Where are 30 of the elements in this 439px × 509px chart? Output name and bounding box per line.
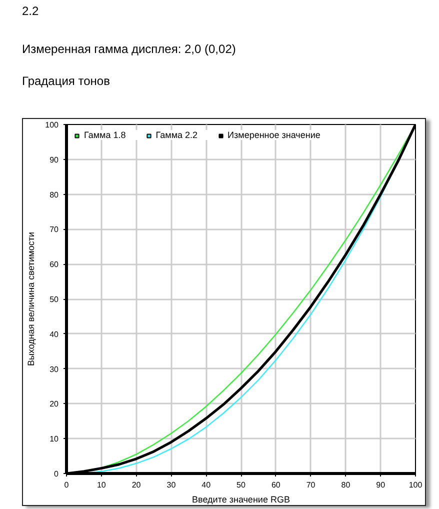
y-tick-label: 20 <box>50 400 60 409</box>
x-tick-label: 0 <box>64 480 70 490</box>
x-tick-label: 100 <box>408 480 423 490</box>
y-tick-label: 0 <box>54 470 60 478</box>
x-tick-label: 60 <box>271 480 281 490</box>
x-tick-label: 50 <box>236 480 246 490</box>
legend-label: Измеренное значение <box>228 130 320 140</box>
chart-title: Градация тонов <box>22 73 110 89</box>
x-tick-label: 10 <box>96 480 106 490</box>
legend-label: Гамма 1.8 <box>84 130 126 140</box>
y-tick-label: 80 <box>50 190 60 200</box>
y-tick-label: 50 <box>50 295 60 304</box>
x-tick-label: 20 <box>132 480 142 490</box>
y-tick-label: 10 <box>50 434 60 444</box>
text: Измеренная гамма дисплея: 2,0 (0,02) <box>22 41 236 57</box>
legend-label: Гамма 2.2 <box>156 130 198 140</box>
x-tick-label: 30 <box>166 480 176 490</box>
x-tick-label: 70 <box>306 480 316 490</box>
x-tick-label: 40 <box>202 480 212 490</box>
x-tick-label: 80 <box>341 480 351 490</box>
y-tick-label: 30 <box>50 364 60 374</box>
y-tick-label: 100 <box>45 120 60 130</box>
y-tick-label: 70 <box>50 225 60 234</box>
text: 2.2 <box>22 3 39 19</box>
y-tick-label: 90 <box>50 155 60 164</box>
y-tick-label: 60 <box>50 260 60 270</box>
y-axis-title: Выходная величина светимости <box>26 232 36 366</box>
x-tick-label: 90 <box>376 480 386 490</box>
y-tick-label: 40 <box>50 330 60 339</box>
x-axis-title: Введите значение RGB <box>192 494 290 504</box>
